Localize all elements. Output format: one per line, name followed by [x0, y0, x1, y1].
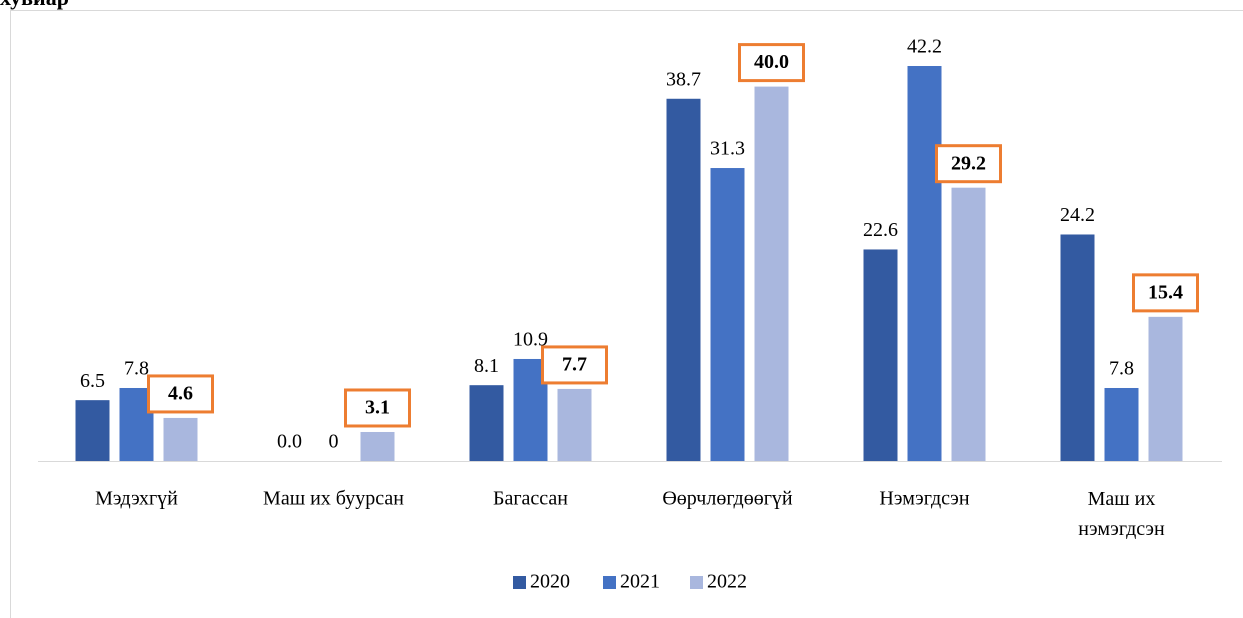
data-label: 3.1: [365, 397, 390, 419]
chart-title: хувиар: [0, 0, 69, 10]
data-label: 24.2: [1060, 204, 1095, 226]
data-label: 38.7: [666, 68, 701, 90]
bar: [469, 385, 504, 461]
data-label: 0.0: [277, 431, 302, 453]
legend-label: 2021: [620, 571, 660, 593]
x-tick-label: Багассан: [493, 488, 568, 510]
data-label: 31.3: [710, 138, 745, 160]
bar: [557, 388, 592, 461]
x-tick-label: Мэдэхгүй: [95, 488, 178, 510]
bar: [907, 66, 942, 462]
legend-swatch: [603, 576, 616, 589]
bar: [754, 86, 789, 461]
data-label: 8.1: [474, 355, 499, 377]
x-tick-label: Маш их буурсан: [263, 488, 404, 510]
data-label: 7.7: [562, 354, 587, 376]
bar: [951, 187, 986, 462]
x-tick-label: Нэмэгдсэн: [879, 488, 969, 510]
bar: [163, 417, 198, 461]
bar: [666, 98, 701, 461]
data-label: 6.5: [80, 370, 105, 392]
label-box: [1132, 273, 1199, 313]
bar: [1104, 387, 1139, 461]
legend-label: 2020: [530, 571, 570, 593]
label-box: [344, 388, 411, 428]
label-box: [738, 43, 805, 83]
legend-label: 2022: [707, 571, 747, 593]
legend-swatch: [513, 576, 526, 589]
bar: [710, 168, 745, 462]
x-tick-label-line: Маш их: [1088, 488, 1156, 510]
bar: [75, 400, 110, 461]
data-label: 22.6: [863, 219, 898, 241]
x-tick-label: Өөрчлөгдөөгүй: [662, 488, 793, 510]
x-tick-label-line: нэмэгдсэн: [1078, 518, 1165, 540]
bar: [863, 249, 898, 461]
data-label: 29.2: [951, 152, 986, 174]
data-label: 15.4: [1148, 281, 1183, 303]
data-label: 0: [329, 431, 339, 453]
data-label: 7.8: [124, 358, 149, 380]
data-label: 40.0: [754, 51, 789, 73]
bar: [360, 431, 395, 461]
x-tick-label: Маш их нэмэгдсэн: [1078, 488, 1165, 540]
legend-swatch: [690, 576, 703, 589]
bar: [1148, 316, 1183, 461]
label-box: [147, 374, 214, 414]
data-label: 42.2: [907, 36, 942, 58]
data-label: 4.6: [168, 383, 193, 405]
data-label: 10.9: [513, 329, 548, 351]
label-box: [541, 345, 608, 385]
label-box: [935, 144, 1002, 184]
data-label: 7.8: [1109, 358, 1134, 380]
bar: [1060, 234, 1095, 461]
